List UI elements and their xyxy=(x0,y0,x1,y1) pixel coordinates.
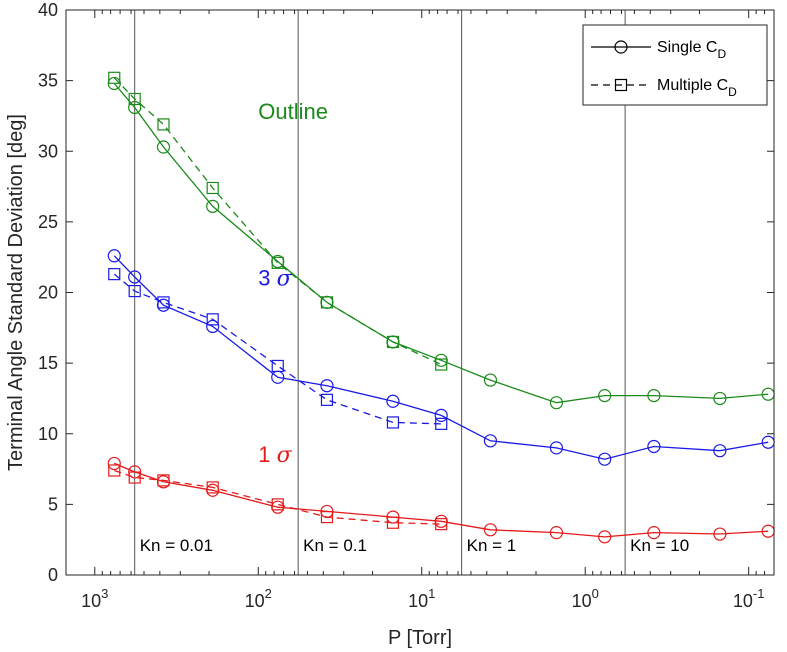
data-point xyxy=(157,118,170,131)
data-point xyxy=(598,389,612,403)
data-point xyxy=(206,181,219,195)
data-point xyxy=(320,296,334,309)
axes: 0 5 10 15 20 25 30 35 40 103 102 101 100 10-1 P [Torr]… xyxy=(5,0,775,649)
x-tick-label: 102 xyxy=(245,586,272,611)
data-point xyxy=(320,510,334,524)
data-point xyxy=(271,359,284,373)
data-point xyxy=(549,396,564,410)
legend-circle-marker xyxy=(614,40,628,54)
series-layer xyxy=(107,71,775,544)
series-line xyxy=(114,469,442,525)
knudsen-label-4: Kn = 10 xyxy=(630,536,689,555)
data-point xyxy=(386,394,400,408)
data-point xyxy=(386,416,400,429)
legend-entry-2: Multiple CD xyxy=(591,77,737,99)
data-point xyxy=(157,474,170,487)
data-point xyxy=(434,408,448,422)
legend: Single CD Multiple CD xyxy=(582,24,768,106)
data-point xyxy=(108,268,121,281)
y-tick-label: 35 xyxy=(38,71,58,91)
data-point xyxy=(713,391,727,406)
data-point xyxy=(549,526,564,540)
x-tick-label: 100 xyxy=(572,586,599,611)
knudsen-label-1: Kn = 0.01 xyxy=(140,536,213,555)
data-point xyxy=(549,441,564,455)
data-point xyxy=(435,518,448,531)
data-point xyxy=(647,526,661,540)
data-point xyxy=(108,71,121,84)
y-axis-label: Terminal Angle Standard Deviation [deg] xyxy=(5,114,27,471)
series-3 xyxy=(107,249,775,466)
y-tick-label: 30 xyxy=(38,141,58,161)
data-point xyxy=(128,92,141,106)
annotations: Outline 3 σ 1 σ xyxy=(258,99,328,468)
data-point xyxy=(128,270,142,284)
annotation-three-sigma: 3 σ xyxy=(258,265,292,291)
data-point xyxy=(271,256,284,269)
y-tick-label: 15 xyxy=(38,353,58,373)
annotation-one-sigma: 1 σ xyxy=(258,442,292,468)
data-point xyxy=(128,471,141,484)
x-tick-label: 10-1 xyxy=(733,586,765,611)
series-line xyxy=(113,273,442,425)
series-line xyxy=(114,462,769,538)
data-point xyxy=(483,373,498,387)
data-point xyxy=(483,523,498,537)
data-point xyxy=(271,498,284,511)
data-point xyxy=(598,530,612,544)
annotation-outline: Outline xyxy=(258,99,328,124)
data-point xyxy=(128,100,142,115)
data-point xyxy=(108,464,121,477)
data-point xyxy=(435,417,448,430)
x-tick-label: 103 xyxy=(81,586,108,611)
x-axis-label: P [Torr] xyxy=(388,627,452,649)
data-point xyxy=(647,439,661,454)
data-point xyxy=(483,434,498,448)
data-point xyxy=(156,140,171,154)
knudsen-label-2: Kn = 0.1 xyxy=(303,536,367,555)
legend-label: Multiple CD xyxy=(657,77,737,99)
series-line xyxy=(113,77,442,366)
data-point xyxy=(206,313,219,326)
data-point xyxy=(435,358,448,371)
y-tick-label: 40 xyxy=(38,0,58,20)
data-point xyxy=(107,249,121,263)
data-point xyxy=(320,393,334,406)
data-point xyxy=(386,335,400,349)
data-point xyxy=(157,296,170,309)
knudsen-lines: Kn = 0.01 Kn = 0.1 Kn = 1 Kn = 10 xyxy=(134,10,689,575)
series-2 xyxy=(108,71,448,371)
data-point xyxy=(713,527,727,541)
knudsen-label-3: Kn = 1 xyxy=(467,536,517,555)
data-point xyxy=(128,284,141,298)
data-point xyxy=(647,389,661,403)
data-point xyxy=(206,481,219,494)
data-point xyxy=(206,199,220,213)
legend-label: Single CD xyxy=(657,39,726,61)
y-tick-label: 10 xyxy=(38,424,58,444)
y-tick-label: 0 xyxy=(48,565,58,585)
data-point xyxy=(713,444,727,458)
x-tick-label: 101 xyxy=(408,586,435,611)
series-4 xyxy=(108,268,448,430)
data-point xyxy=(107,456,121,471)
y-tick-label: 25 xyxy=(38,212,58,232)
data-point xyxy=(320,379,334,393)
data-point xyxy=(206,319,220,333)
series-line xyxy=(113,255,769,460)
legend-box xyxy=(582,24,768,106)
y-tick-label: 20 xyxy=(38,283,58,303)
data-point xyxy=(598,452,612,466)
legend-entry-1: Single CD xyxy=(591,39,726,61)
legend-square-marker xyxy=(614,78,628,92)
series-6 xyxy=(108,464,448,531)
series-line xyxy=(113,83,769,404)
data-point xyxy=(386,516,400,529)
y-tick-label: 5 xyxy=(48,494,58,514)
